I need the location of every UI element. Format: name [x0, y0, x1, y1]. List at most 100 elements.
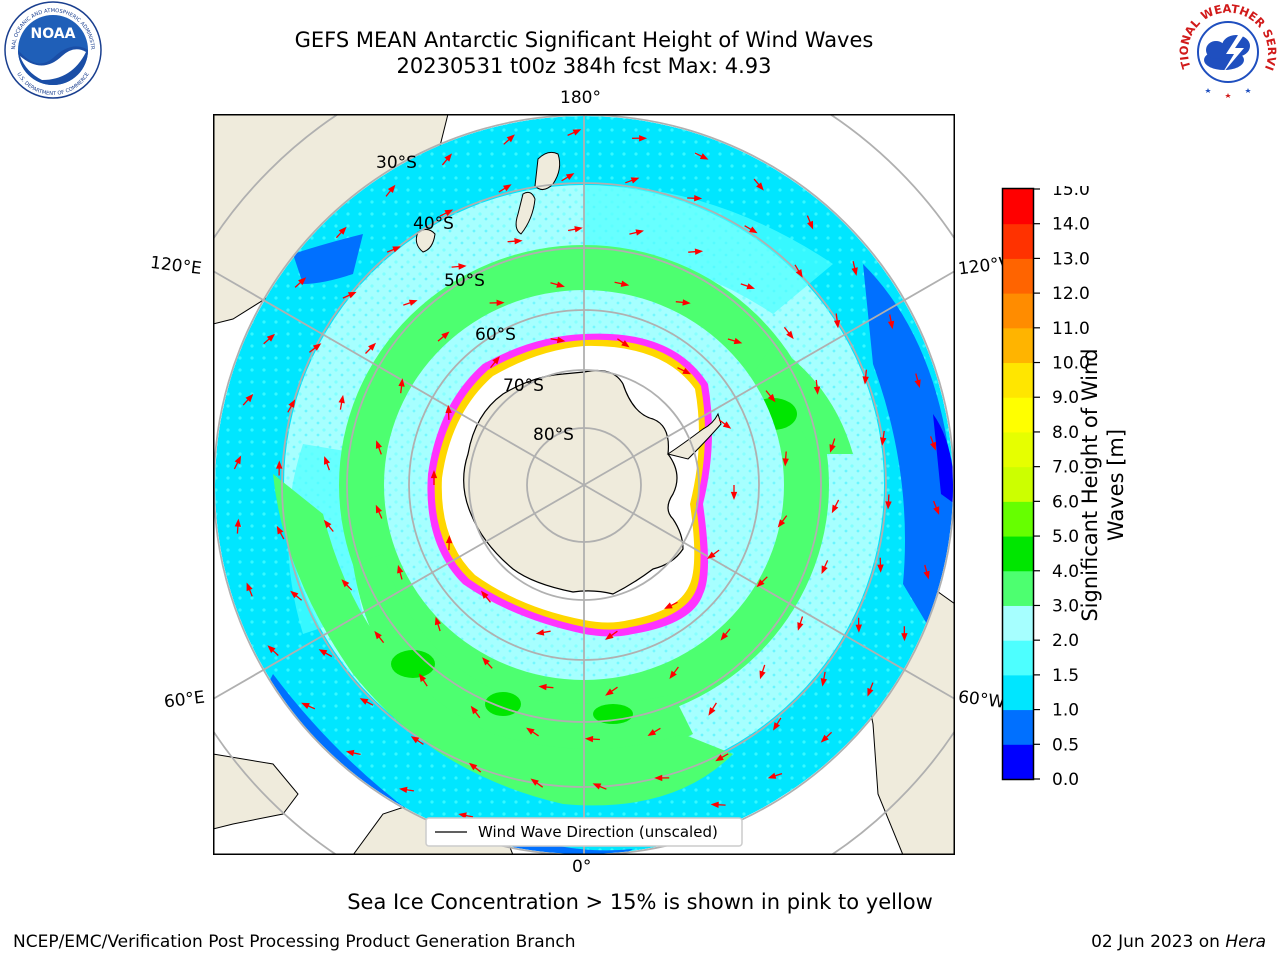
- wave-direction-arrowhead: [506, 134, 515, 143]
- wave-direction-arrowhead: [630, 177, 640, 184]
- wave-direction-arrowhead: [419, 673, 427, 682]
- wave-direction-arrowhead: [722, 421, 732, 429]
- footer-machine: Hera: [1225, 932, 1266, 952]
- wave-direction-arrowhead: [923, 570, 930, 580]
- wave-direction-arrowhead: [730, 491, 738, 500]
- wave-direction-arrowhead: [767, 772, 777, 779]
- wave-direction-arrowhead: [359, 698, 369, 705]
- wave-direction-arrowhead: [430, 470, 438, 479]
- wave-direction-arrowhead: [694, 248, 704, 255]
- wave-direction-arrowhead: [345, 749, 355, 757]
- wave-direction-arrowhead: [492, 356, 500, 365]
- wave-direction-arrowhead: [514, 238, 523, 245]
- wave-direction-arrowhead: [756, 579, 765, 588]
- wave-direction-arrowhead: [833, 320, 841, 329]
- wave-direction-arrowhead: [867, 687, 874, 697]
- colorbar-segment: [1003, 536, 1033, 572]
- wave-direction-arrowhead: [375, 440, 382, 449]
- wave-direction-arrowhead: [885, 501, 892, 510]
- wave-direction-arrowhead: [669, 670, 677, 679]
- map-panel: 30°S 40°S 50°S 60°S 70°S 80°S Wind Wave …: [213, 114, 955, 855]
- wave-direction-arrowhead: [503, 184, 512, 192]
- wave-direction-arrowhead: [375, 504, 382, 514]
- wave-direction-arrowhead: [324, 456, 331, 465]
- footer-left: NCEP/EMC/Verification Post Processing Pr…: [13, 932, 576, 952]
- wave-direction-arrowhead: [664, 602, 673, 609]
- wave-direction-arrowhead: [887, 320, 895, 330]
- colorbar-tick-label: 1.0: [1052, 701, 1079, 721]
- wave-direction-arrowhead: [682, 299, 691, 306]
- wave-direction-arrowhead: [318, 649, 328, 656]
- lat-label-50s: 50°S: [444, 271, 485, 291]
- wave-direction-arrowhead: [880, 437, 887, 446]
- colorbar: 0.0 0.5 1.0 1.5 2.0 3.0 4.0 5.0 6.0 7.0 8.0 9.0 10.0…: [1001, 186, 1090, 786]
- wave-direction-arrowhead: [821, 565, 828, 575]
- wave-direction-arrowhead: [605, 632, 614, 640]
- colorbar-tick-label: 15.0: [1052, 186, 1090, 200]
- wave-direction-arrowhead: [482, 657, 490, 666]
- wave-direction-arrowhead: [654, 774, 663, 782]
- colorbar-segment: [1003, 570, 1033, 606]
- wave-direction-arrowhead: [470, 705, 479, 715]
- wave-direction-arrowhead: [707, 551, 716, 559]
- colorbar-tick-label: 1.5: [1052, 666, 1079, 686]
- noaa-logo-text: NOAA: [31, 26, 76, 42]
- wave-direction-arrowhead: [759, 670, 766, 680]
- wave-direction-arrowhead: [647, 729, 657, 736]
- lat-label-80s: 80°S: [533, 425, 574, 445]
- chart-subtitle: 20230531 t00z 384h fcst Max: 4.93: [396, 54, 772, 78]
- wave-direction-arrowhead: [266, 333, 275, 342]
- wave-direction-arrowhead: [574, 226, 583, 233]
- wave-direction-arrowhead: [777, 519, 786, 528]
- wave-direction-arrowhead: [481, 590, 489, 599]
- footer-date: 02 Jun 2023 on: [1091, 932, 1226, 952]
- wave-direction-arrowhead: [397, 564, 404, 574]
- colorbar-segment: [1003, 258, 1033, 294]
- wave-direction-arrowhead: [914, 379, 921, 388]
- colorbar-tick-label: 14.0: [1052, 215, 1090, 235]
- colorbar-tick-label: 6.0: [1052, 492, 1079, 512]
- wave-direction-arrowhead: [341, 579, 350, 588]
- wave-direction-arrowhead: [312, 343, 322, 351]
- wave-direction-arrowhead: [720, 632, 729, 641]
- wave-direction-arrowhead: [387, 184, 396, 193]
- wave-direction-arrowhead: [708, 707, 716, 716]
- wave-direction-arrowhead: [408, 299, 418, 306]
- wave-direction-arrowhead: [444, 153, 452, 162]
- wave-direction-arrowhead: [820, 678, 827, 687]
- wave-direction-arrowhead: [496, 299, 505, 306]
- colorbar-segment: [1003, 709, 1033, 745]
- footer-right: 02 Jun 2023 on Hera: [1091, 932, 1266, 952]
- wave-direction-arrowhead: [298, 277, 307, 286]
- colorbar-segment: [1003, 362, 1033, 398]
- wave-direction-arrowhead: [782, 458, 789, 467]
- wave-direction-arrowhead: [234, 518, 242, 527]
- wave-direction-arrowhead: [338, 226, 347, 235]
- wave-direction-arrowhead: [538, 683, 547, 691]
- sea-ice-caption: Sea Ice Concentration > 15% is shown in …: [347, 890, 933, 914]
- antarctica: [463, 369, 684, 595]
- colorbar-label-line1: Significant Height of Wind: [1078, 348, 1102, 622]
- noaa-logo: NOAA NATIONAL OCEANIC AND ATMOSPHERIC AD…: [2, 0, 102, 99]
- lat-label-70s: 70°S: [503, 376, 544, 396]
- colorbar-tick-label: 12.0: [1052, 284, 1090, 304]
- colorbar-tick-label: 13.0: [1052, 249, 1090, 269]
- wave-direction-arrowhead: [392, 246, 401, 253]
- wave-direction-arrowhead: [347, 291, 357, 299]
- wave-direction-arrowhead: [733, 337, 743, 345]
- wave-direction-arrowhead: [930, 441, 936, 451]
- wave-direction-arrowhead: [620, 280, 630, 287]
- colorbar-tick-label: 3.0: [1052, 596, 1079, 616]
- wave-direction-arrowhead: [820, 734, 829, 743]
- colorbar-segment: [1003, 605, 1033, 641]
- wave-direction-arrowhead: [441, 331, 450, 340]
- colorbar-tick-label: 5.0: [1052, 527, 1079, 547]
- wave-direction-arrowhead: [715, 754, 724, 762]
- wave-direction-arrowhead: [234, 455, 242, 465]
- wave-direction-arrowhead: [694, 195, 703, 202]
- wave-direction-arrowhead: [445, 535, 453, 544]
- wind-wave-direction-arrows: [233, 129, 940, 836]
- colorbar-segment: [1003, 327, 1033, 364]
- wave-direction-arrowhead: [773, 722, 780, 731]
- wave-direction-arrowhead: [933, 506, 940, 515]
